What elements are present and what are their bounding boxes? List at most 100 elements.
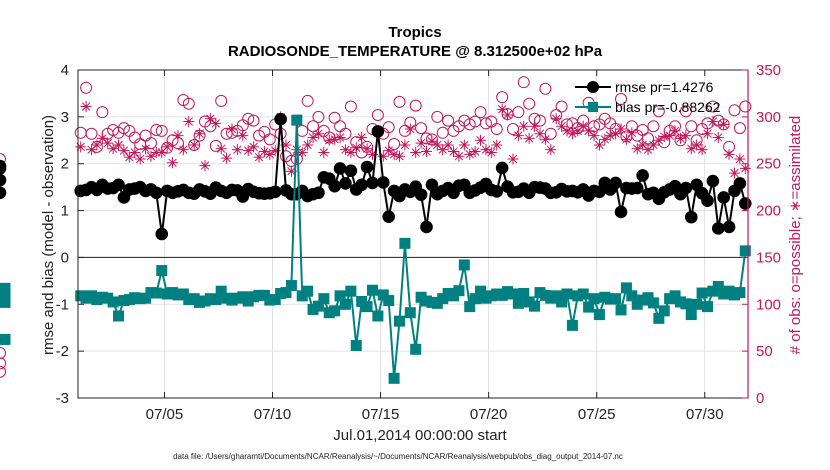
assimilated-point	[361, 143, 373, 155]
possible-point	[636, 123, 649, 136]
assimilated-point	[734, 153, 746, 165]
series-rmse	[0, 112, 752, 241]
series-possible	[0, 76, 752, 378]
x-tick-label: 07/10	[254, 406, 292, 423]
assimilated-point	[248, 141, 260, 153]
possible-point	[512, 106, 525, 119]
y-tick-label: 3	[61, 109, 69, 126]
assimilated-point	[485, 146, 497, 158]
assimilated-point	[404, 123, 416, 135]
rmse-point	[155, 227, 169, 241]
y2-tick-label: 150	[756, 249, 781, 266]
bias-point	[388, 372, 400, 384]
assimilated-point	[302, 139, 314, 151]
bias-point	[691, 298, 703, 310]
y2-tick-label: 0	[756, 390, 764, 407]
y2-tick-label: 200	[756, 203, 781, 220]
possible-point	[307, 120, 320, 133]
rmse-point	[679, 181, 693, 195]
assimilated-point	[75, 141, 87, 153]
assimilated-point	[123, 151, 135, 163]
assimilated-point	[134, 153, 146, 165]
assimilated-point	[231, 144, 243, 156]
rmse-point	[371, 125, 385, 138]
possible-point	[0, 357, 6, 370]
rmse-point	[382, 210, 395, 223]
possible-point	[139, 129, 152, 142]
assimilated-point	[307, 131, 319, 143]
assimilated-point	[172, 130, 184, 142]
rmse-point	[366, 176, 379, 190]
axis-ticks: 07/05 07/10 07/15 07/20 07/25 07/30 -3 -2 -1 0 1 2 3…	[56, 62, 781, 423]
assimilated-point	[680, 130, 692, 142]
rmse-point	[722, 220, 736, 234]
bias-point	[561, 288, 573, 300]
possible-point	[215, 94, 228, 107]
assimilated-point	[491, 139, 503, 151]
possible-point	[301, 94, 314, 107]
bias-point	[399, 237, 411, 249]
bias-point	[577, 288, 589, 300]
bias-point	[329, 305, 341, 317]
possible-point	[117, 122, 130, 135]
legend-rmse-label: rmse pr=1.4276	[615, 79, 714, 95]
assimilated-point	[545, 144, 557, 156]
assimilated-point	[701, 128, 713, 140]
possible-point	[728, 104, 741, 117]
assimilated-point	[523, 132, 535, 144]
assimilated-point	[383, 145, 395, 157]
bias-point	[701, 301, 713, 313]
assimilated-point	[421, 146, 433, 158]
legend-rmse-marker	[587, 81, 599, 93]
possible-point	[382, 121, 395, 134]
rmse-point	[630, 181, 644, 195]
bias-point	[302, 285, 314, 297]
possible-point	[371, 108, 384, 121]
bias-point	[156, 265, 168, 277]
assimilated-point	[550, 113, 562, 125]
possible-point	[442, 114, 455, 127]
chart-title: Tropics	[388, 24, 441, 41]
assimilated-point	[696, 144, 708, 156]
series-assimilated	[75, 101, 751, 179]
assimilated-point	[653, 134, 665, 146]
y-tick-label: -1	[56, 296, 69, 313]
rmse-point	[274, 112, 287, 126]
y2-tick-label: 50	[756, 343, 773, 360]
possible-point	[393, 95, 406, 108]
possible-point	[523, 97, 536, 110]
legend: rmse pr=1.4276 bias pr=-0.88262	[575, 79, 721, 115]
bias-line	[80, 120, 747, 379]
possible-point	[80, 81, 93, 94]
assimilated-point	[258, 146, 270, 158]
possible-point	[517, 76, 530, 89]
possible-point	[0, 365, 6, 378]
rmse-point	[328, 179, 341, 193]
possible-point	[642, 132, 655, 145]
rmse-point	[420, 220, 433, 234]
assimilated-point	[604, 130, 616, 142]
assimilated-point	[356, 131, 368, 143]
assimilated-point	[685, 143, 697, 155]
series-layer	[0, 76, 752, 384]
bias-point	[680, 298, 692, 310]
possible-point	[685, 120, 698, 133]
x-tick-label: 07/15	[362, 406, 400, 423]
possible-point	[312, 110, 325, 123]
possible-point	[647, 120, 660, 133]
assimilated-point	[329, 133, 341, 145]
assimilated-point	[718, 118, 730, 130]
bias-point	[0, 296, 11, 308]
bias-point	[393, 315, 405, 327]
bias-point	[588, 293, 600, 305]
bias-point	[566, 319, 578, 331]
possible-point	[739, 100, 752, 113]
rmse-point	[355, 178, 368, 192]
assimilated-point	[739, 162, 751, 174]
assimilated-point	[226, 123, 238, 135]
assimilated-point	[399, 139, 411, 151]
bias-point	[0, 333, 11, 345]
y2-axis-label: # of obs: o=possible; ∗=assimilated	[787, 116, 804, 355]
